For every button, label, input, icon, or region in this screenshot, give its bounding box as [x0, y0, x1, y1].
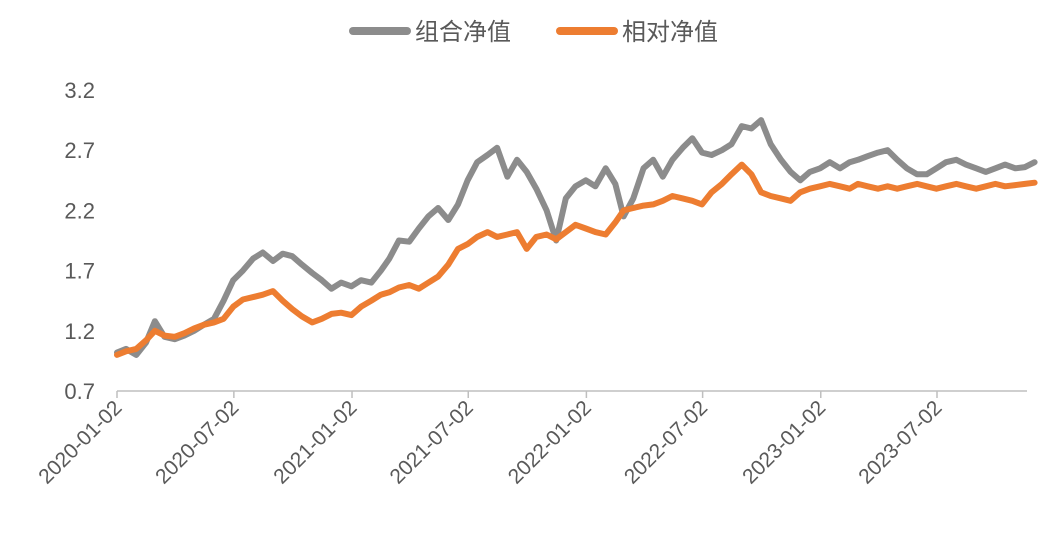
series-layer [114, 117, 1038, 358]
legend-label-portfolio: 组合净值 [415, 19, 511, 46]
x-tick-label: 2020-01-02 [34, 396, 126, 488]
y-tick-label: 1.7 [64, 259, 95, 284]
y-tick-label: 2.2 [64, 198, 95, 223]
y-tick-label: 0.7 [64, 379, 95, 404]
x-tick-label: 2020-07-02 [151, 396, 243, 488]
y-tick-label: 1.2 [64, 319, 95, 344]
x-tick-label: 2022-01-02 [504, 396, 596, 488]
legend: 组合净值 相对净值 [349, 19, 718, 46]
series-line-relative [114, 161, 1038, 358]
series-line-portfolio [114, 117, 1038, 358]
y-tick-label: 2.7 [64, 138, 95, 163]
legend-label-relative: 相对净值 [622, 19, 718, 46]
x-tick-label: 2021-07-02 [386, 396, 478, 488]
x-tick-label: 2023-01-02 [738, 396, 830, 488]
x-tick-label: 2021-01-02 [269, 396, 361, 488]
y-axis: 0.7 1.2 1.7 2.2 2.7 3.2 [64, 78, 95, 404]
x-axis: 2020-01-02 2020-07-02 2021-01-02 2021-07-02… [34, 390, 1027, 488]
x-tick-label: 2023-07-02 [854, 396, 946, 488]
y-tick-label: 3.2 [64, 78, 95, 103]
x-tick-label: 2022-07-02 [620, 396, 712, 488]
